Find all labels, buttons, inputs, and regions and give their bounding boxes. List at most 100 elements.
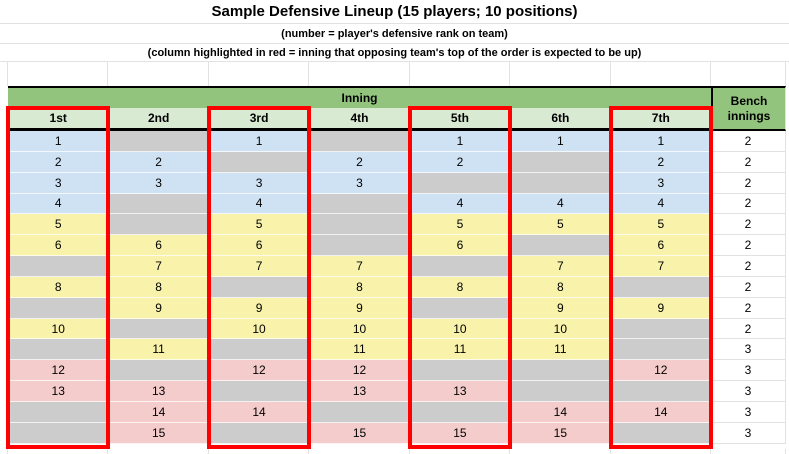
bench-innings-cell[interactable]: 2 — [711, 256, 786, 277]
player-cell[interactable]: 1 — [8, 131, 109, 152]
bench-gap-cell[interactable] — [208, 276, 310, 298]
player-cell[interactable]: 4 — [610, 193, 711, 215]
bench-gap-cell[interactable] — [610, 422, 711, 444]
player-cell[interactable]: 5 — [610, 214, 711, 236]
bench-innings-cell[interactable]: 2 — [711, 193, 786, 215]
player-cell[interactable]: 14 — [108, 401, 209, 423]
player-cell[interactable]: 12 — [208, 360, 310, 382]
player-cell[interactable]: 5 — [8, 214, 109, 236]
player-cell[interactable]: 9 — [510, 297, 611, 319]
bench-gap-cell[interactable] — [309, 235, 410, 257]
bench-gap-cell[interactable] — [309, 401, 410, 423]
bench-gap-cell[interactable] — [8, 256, 109, 277]
player-cell[interactable]: 10 — [208, 318, 310, 340]
bench-innings-cell[interactable]: 2 — [711, 318, 786, 340]
bench-gap-cell[interactable] — [510, 151, 611, 173]
column-header-1st[interactable]: 1st — [8, 108, 109, 131]
player-cell[interactable]: 3 — [610, 172, 711, 194]
player-cell[interactable]: 15 — [108, 422, 209, 444]
bench-innings-cell[interactable]: 3 — [711, 422, 786, 444]
player-cell[interactable]: 15 — [409, 422, 511, 444]
bench-gap-cell[interactable] — [208, 151, 310, 173]
bench-gap-cell[interactable] — [510, 172, 611, 194]
bench-gap-cell[interactable] — [610, 339, 711, 361]
bench-innings-cell[interactable]: 3 — [711, 360, 786, 382]
player-cell[interactable]: 5 — [409, 214, 511, 236]
player-cell[interactable]: 8 — [8, 276, 109, 298]
player-cell[interactable]: 12 — [610, 360, 711, 382]
player-cell[interactable]: 2 — [108, 151, 209, 173]
player-cell[interactable]: 13 — [309, 381, 410, 402]
bench-gap-cell[interactable] — [510, 381, 611, 402]
player-cell[interactable]: 15 — [309, 422, 410, 444]
player-cell[interactable]: 12 — [8, 360, 109, 382]
bench-gap-cell[interactable] — [108, 193, 209, 215]
column-header-6th[interactable]: 6th — [510, 108, 611, 131]
player-cell[interactable]: 12 — [309, 360, 410, 382]
player-cell[interactable]: 13 — [409, 381, 511, 402]
bench-gap-cell[interactable] — [409, 360, 511, 382]
bench-gap-cell[interactable] — [8, 339, 109, 361]
bench-innings-cell[interactable]: 2 — [711, 214, 786, 236]
player-cell[interactable]: 11 — [510, 339, 611, 361]
player-cell[interactable]: 3 — [108, 172, 209, 194]
bench-gap-cell[interactable] — [8, 401, 109, 423]
player-cell[interactable]: 7 — [610, 256, 711, 277]
player-cell[interactable]: 1 — [610, 131, 711, 152]
bench-gap-cell[interactable] — [610, 276, 711, 298]
player-cell[interactable]: 14 — [510, 401, 611, 423]
player-cell[interactable]: 6 — [610, 235, 711, 257]
column-header-7th[interactable]: 7th — [610, 108, 711, 131]
player-cell[interactable]: 7 — [108, 256, 209, 277]
column-header-4th[interactable]: 4th — [309, 108, 410, 131]
player-cell[interactable]: 11 — [108, 339, 209, 361]
player-cell[interactable]: 9 — [208, 297, 310, 319]
bench-gap-cell[interactable] — [108, 214, 209, 236]
bench-gap-cell[interactable] — [409, 172, 511, 194]
bench-gap-cell[interactable] — [309, 131, 410, 152]
player-cell[interactable]: 6 — [108, 235, 209, 257]
player-cell[interactable]: 2 — [8, 151, 109, 173]
column-header-2nd[interactable]: 2nd — [108, 108, 209, 131]
player-cell[interactable]: 8 — [510, 276, 611, 298]
player-cell[interactable]: 6 — [208, 235, 310, 257]
bench-gap-cell[interactable] — [409, 256, 511, 277]
player-cell[interactable]: 10 — [510, 318, 611, 340]
bench-gap-cell[interactable] — [309, 193, 410, 215]
player-cell[interactable]: 4 — [208, 193, 310, 215]
bench-innings-cell[interactable]: 2 — [711, 172, 786, 194]
bench-gap-cell[interactable] — [8, 422, 109, 444]
bench-gap-cell[interactable] — [610, 318, 711, 340]
player-cell[interactable]: 2 — [409, 151, 511, 173]
bench-innings-cell[interactable]: 2 — [711, 151, 786, 173]
player-cell[interactable]: 3 — [8, 172, 109, 194]
bench-gap-cell[interactable] — [409, 297, 511, 319]
player-cell[interactable]: 13 — [108, 381, 209, 402]
player-cell[interactable]: 1 — [510, 131, 611, 152]
player-cell[interactable]: 15 — [510, 422, 611, 444]
player-cell[interactable]: 9 — [309, 297, 410, 319]
player-cell[interactable]: 3 — [208, 172, 310, 194]
player-cell[interactable]: 6 — [8, 235, 109, 257]
bench-gap-cell[interactable] — [309, 214, 410, 236]
bench-gap-cell[interactable] — [510, 360, 611, 382]
player-cell[interactable]: 7 — [510, 256, 611, 277]
player-cell[interactable]: 10 — [8, 318, 109, 340]
player-cell[interactable]: 11 — [309, 339, 410, 361]
player-cell[interactable]: 7 — [208, 256, 310, 277]
bench-gap-cell[interactable] — [208, 381, 310, 402]
bench-innings-cell[interactable]: 3 — [711, 401, 786, 423]
bench-gap-cell[interactable] — [510, 235, 611, 257]
player-cell[interactable]: 9 — [610, 297, 711, 319]
inning-header[interactable]: Inning — [8, 86, 711, 108]
player-cell[interactable]: 8 — [309, 276, 410, 298]
bench-gap-cell[interactable] — [8, 297, 109, 319]
player-cell[interactable]: 10 — [309, 318, 410, 340]
player-cell[interactable]: 6 — [409, 235, 511, 257]
player-cell[interactable]: 11 — [409, 339, 511, 361]
player-cell[interactable]: 2 — [309, 151, 410, 173]
player-cell[interactable]: 7 — [309, 256, 410, 277]
player-cell[interactable]: 14 — [610, 401, 711, 423]
player-cell[interactable]: 4 — [8, 193, 109, 215]
bench-gap-cell[interactable] — [208, 422, 310, 444]
